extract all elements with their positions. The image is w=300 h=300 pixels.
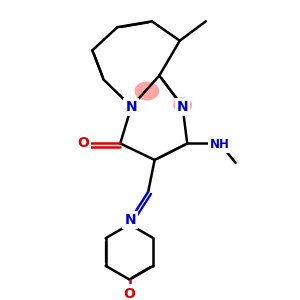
Text: O: O <box>77 136 89 150</box>
Ellipse shape <box>173 97 192 113</box>
Text: N: N <box>177 100 188 114</box>
Text: O: O <box>124 286 136 300</box>
Text: N: N <box>126 100 137 114</box>
Ellipse shape <box>134 82 159 100</box>
Text: NH: NH <box>210 138 230 151</box>
Text: N: N <box>124 213 136 227</box>
